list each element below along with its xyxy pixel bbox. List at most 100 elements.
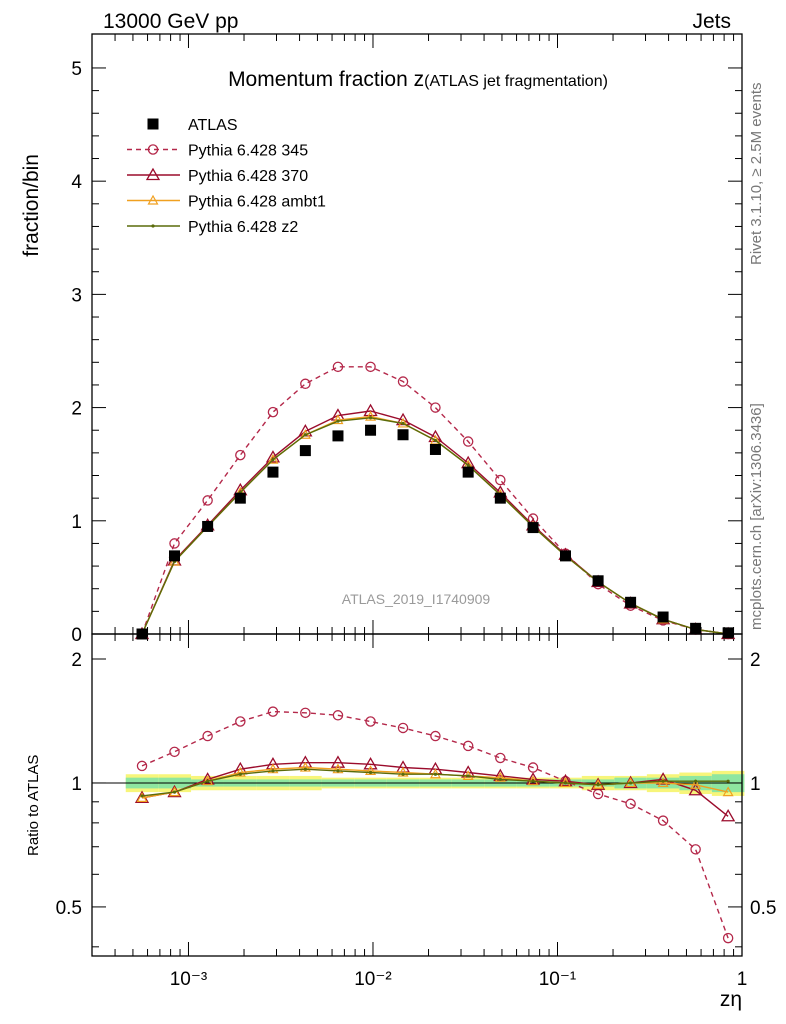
tick-labels: 10⁻³ 10⁻² 10⁻¹ 1 0 1 2 3 4 5 0.5 0.5 1 1 2 2 [56,59,777,990]
series-0-ratio-point [397,722,409,734]
atlas-data-point [722,627,734,639]
series-0-ratio-point [657,815,669,826]
rivet-label: Rivet 3.1.10, ≥ 2.5M events [748,83,765,266]
series-3-point [271,458,275,462]
series-1-point [363,403,378,417]
legend-marker [147,194,159,205]
series-3-point [433,438,438,443]
atlas-data-point [397,429,409,441]
ratio-tick-label: 0.5 [56,898,82,919]
series-2-ratio-point [136,792,148,802]
x-tick-label: 10⁻¹ [539,969,577,990]
series-1-ratio-point [200,772,215,785]
x-tick-label: 10⁻² [354,969,392,990]
series-1-ratio-point [655,772,671,785]
atlas-data-point [332,430,344,442]
series-2-point [332,414,344,425]
series-3-ratio-point [694,779,698,783]
series-2-ratio-point [494,771,506,782]
y-tick-label: 3 [71,285,82,306]
chart-title: Momentum fraction z(ATLAS jet fragmentat… [228,68,608,91]
series-3-ratio-point [531,779,535,783]
series-3-ratio-point [303,767,307,771]
ratio-tick-label-right: 2 [750,650,761,671]
series-1-ratio-point [363,756,378,770]
legend-label: ATLAS [188,117,238,134]
header-left: 13000 GeV pp [103,10,238,33]
series-0-ratio-point [136,760,148,772]
series-3-ratio-point [401,772,405,776]
series-0-point [462,436,474,447]
series-0-point [397,376,409,387]
series-3-ratio-point [140,794,144,798]
series-0-point [267,406,279,418]
series-1-ratio-point [688,782,703,796]
atlas-data-point [657,611,669,623]
y-tick-label: 4 [71,172,82,193]
series-2-ratio-point [397,766,409,777]
series-3-ratio-point [336,769,340,773]
atlas-data-point [527,522,539,534]
series-2-point [365,410,377,421]
series-2-ratio-point [267,763,279,774]
series-0-point [495,474,506,486]
series-3-ratio-point [726,779,730,783]
series-3-ratio-point [661,779,665,783]
series-3-ratio-point [563,781,568,785]
chart-subtitle: (ATLAS jet fragmentation) [424,73,608,90]
series-3-ratio-point [238,772,242,776]
series-0-ratio-point [332,710,344,721]
legend-label: Pythia 6.428 345 [188,143,308,160]
series-0-point [300,378,311,390]
atlas-data-point [625,596,637,608]
series-0-ratio-point [300,707,311,719]
series-0-ratio-point [690,844,701,855]
series-3-point [336,419,340,423]
y-tick-label: 0 [71,625,82,646]
series-0-ratio-point [365,716,376,727]
mcplots-label: mcplots.cern.ch [arXiv:1306.3436] [748,403,765,630]
atlas-data-point [559,550,571,562]
series-0-ratio-point [235,716,246,727]
atlas-data-point [299,445,311,457]
series-0-ratio-point [625,798,636,810]
ratio-y-axis-label: Ratio to ATLAS [25,755,42,856]
series-3-ratio-point [368,770,373,775]
legend: ATLAS Pythia 6.428 345 Pythia 6.428 370 Pyt… [127,117,326,236]
header-right: Jets [692,10,731,33]
series-0-ratio-point [202,730,213,742]
watermark-label: ATLAS_2019_I1740909 [342,591,491,607]
y-tick-label: 2 [71,399,82,420]
series-3-ratio-point [596,783,600,787]
series-2-ratio-point [332,763,344,774]
x-tick-label: 10⁻³ [170,969,208,990]
series-layer [134,361,736,944]
series-0-ratio-point [267,706,279,717]
atlas-data-point [494,492,506,504]
series-0-point [169,538,180,549]
axis-ticks [91,34,743,956]
legend-marker [147,118,159,130]
x-axis-label: zη [720,988,742,1011]
ratio-uncertainty-bands [92,770,745,796]
series-2-point [267,453,279,464]
atlas-data-point [169,550,181,562]
legend-marker [151,224,155,228]
series-1-ratio-point [330,755,346,768]
series-0-ratio-point [169,746,180,758]
legend-marker [147,144,159,155]
series-0-ratio-line [141,710,729,939]
series-0-ratio-point [430,730,441,742]
series-0-point [332,361,344,373]
series-0-point [235,449,246,461]
series-0-point [202,495,213,506]
series-3-ratio-point [433,772,438,776]
atlas-data-point [592,575,604,587]
series-3-point [401,421,405,426]
series-3-point [466,463,470,467]
atlas-data-point [267,466,279,478]
atlas-data-point [462,466,474,478]
series-1-ratio-point [558,773,573,787]
y-axis-label: fraction/bin [20,154,43,257]
